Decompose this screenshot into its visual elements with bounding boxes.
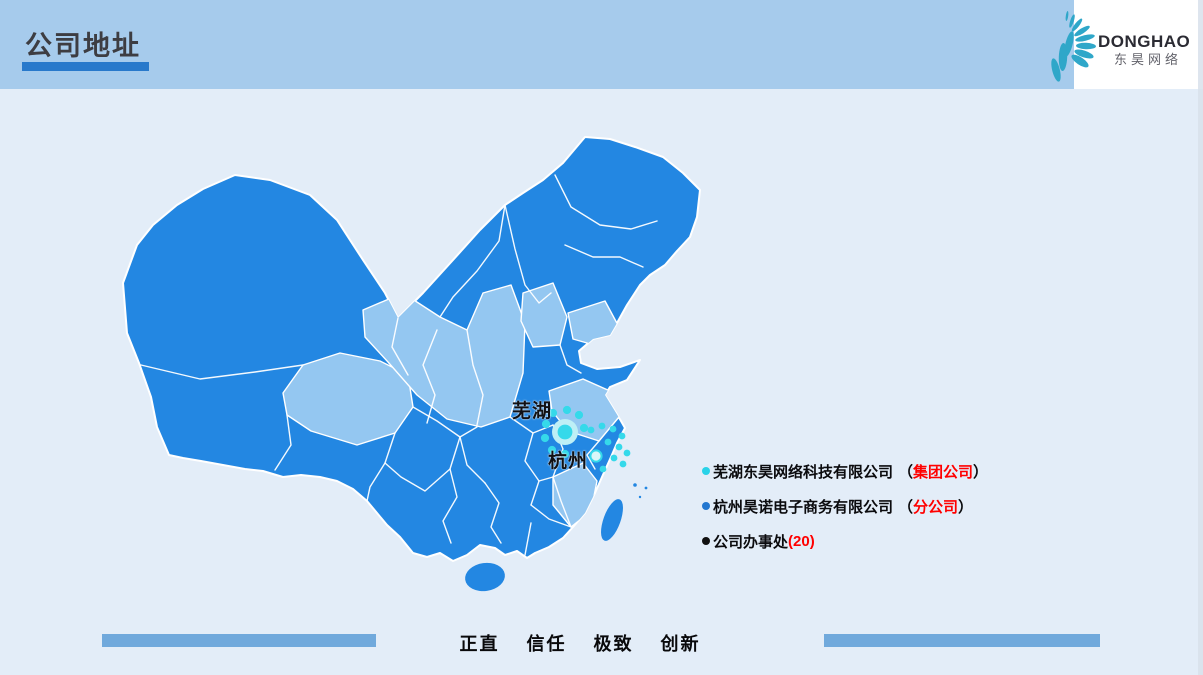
legend-item-group-company: 芜湖东昊网络科技有限公司 （ 集团公司 ） <box>702 461 988 481</box>
legend-dot-cyan <box>702 467 710 475</box>
legend-dot-black <box>702 537 710 545</box>
accent-bar-right <box>824 634 1100 647</box>
legend-paren-close: ） <box>973 463 989 481</box>
legend-paren-close: ） <box>958 498 974 516</box>
logo-card <box>1074 0 1203 89</box>
china-map <box>122 136 701 592</box>
logo-subtitle: 东昊网络 <box>1113 52 1182 67</box>
legend-name: 公司办事处 <box>713 533 789 551</box>
accent-bar-left <box>102 634 376 647</box>
motto-word-trust: 信任 <box>526 634 567 654</box>
motto-word-innovation: 创新 <box>660 634 701 654</box>
legend-highlight: 集团公司 <box>913 463 974 481</box>
header: 公司地址 DONGHAO 东昊网络 <box>0 0 1203 89</box>
motto: 正直 信任 极致 创新 <box>420 630 740 656</box>
legend-name: 杭州昊诺电子商务有限公司 <box>713 498 894 516</box>
legend-dot-blue <box>702 502 710 510</box>
map-label-hangzhou: 杭州 <box>548 451 589 472</box>
page-title: 公司地址 <box>25 31 141 61</box>
legend-item-offices: 公司办事处 (20) <box>702 531 988 551</box>
motto-word-excellence: 极致 <box>593 634 634 654</box>
logo-name: DONGHAO <box>1098 32 1191 51</box>
islands <box>465 483 648 592</box>
donghao-logo-icon <box>1051 11 1096 82</box>
legend: 芜湖东昊网络科技有限公司 （ 集团公司 ） 杭州昊诺电子商务有限公司 （ 分公司… <box>702 461 988 566</box>
legend-highlight: 分公司 <box>913 498 959 516</box>
legend-name: 芜湖东昊网络科技有限公司 <box>713 463 894 481</box>
light-provinces <box>282 282 620 528</box>
province-borders <box>140 174 658 556</box>
hangzhou-marker <box>587 422 631 473</box>
title-underline <box>22 62 149 71</box>
legend-paren-open: （ <box>898 498 914 516</box>
legend-highlight: (20) <box>788 532 815 550</box>
legend-item-branch-company: 杭州昊诺电子商务有限公司 （ 分公司 ） <box>702 496 988 516</box>
legend-paren-open: （ <box>898 463 914 481</box>
slide-right-edge <box>1198 0 1203 675</box>
map-label-wuhu: 芜湖 <box>512 401 553 422</box>
wuhu-marker <box>540 405 589 459</box>
motto-word-integrity: 正直 <box>459 634 500 654</box>
